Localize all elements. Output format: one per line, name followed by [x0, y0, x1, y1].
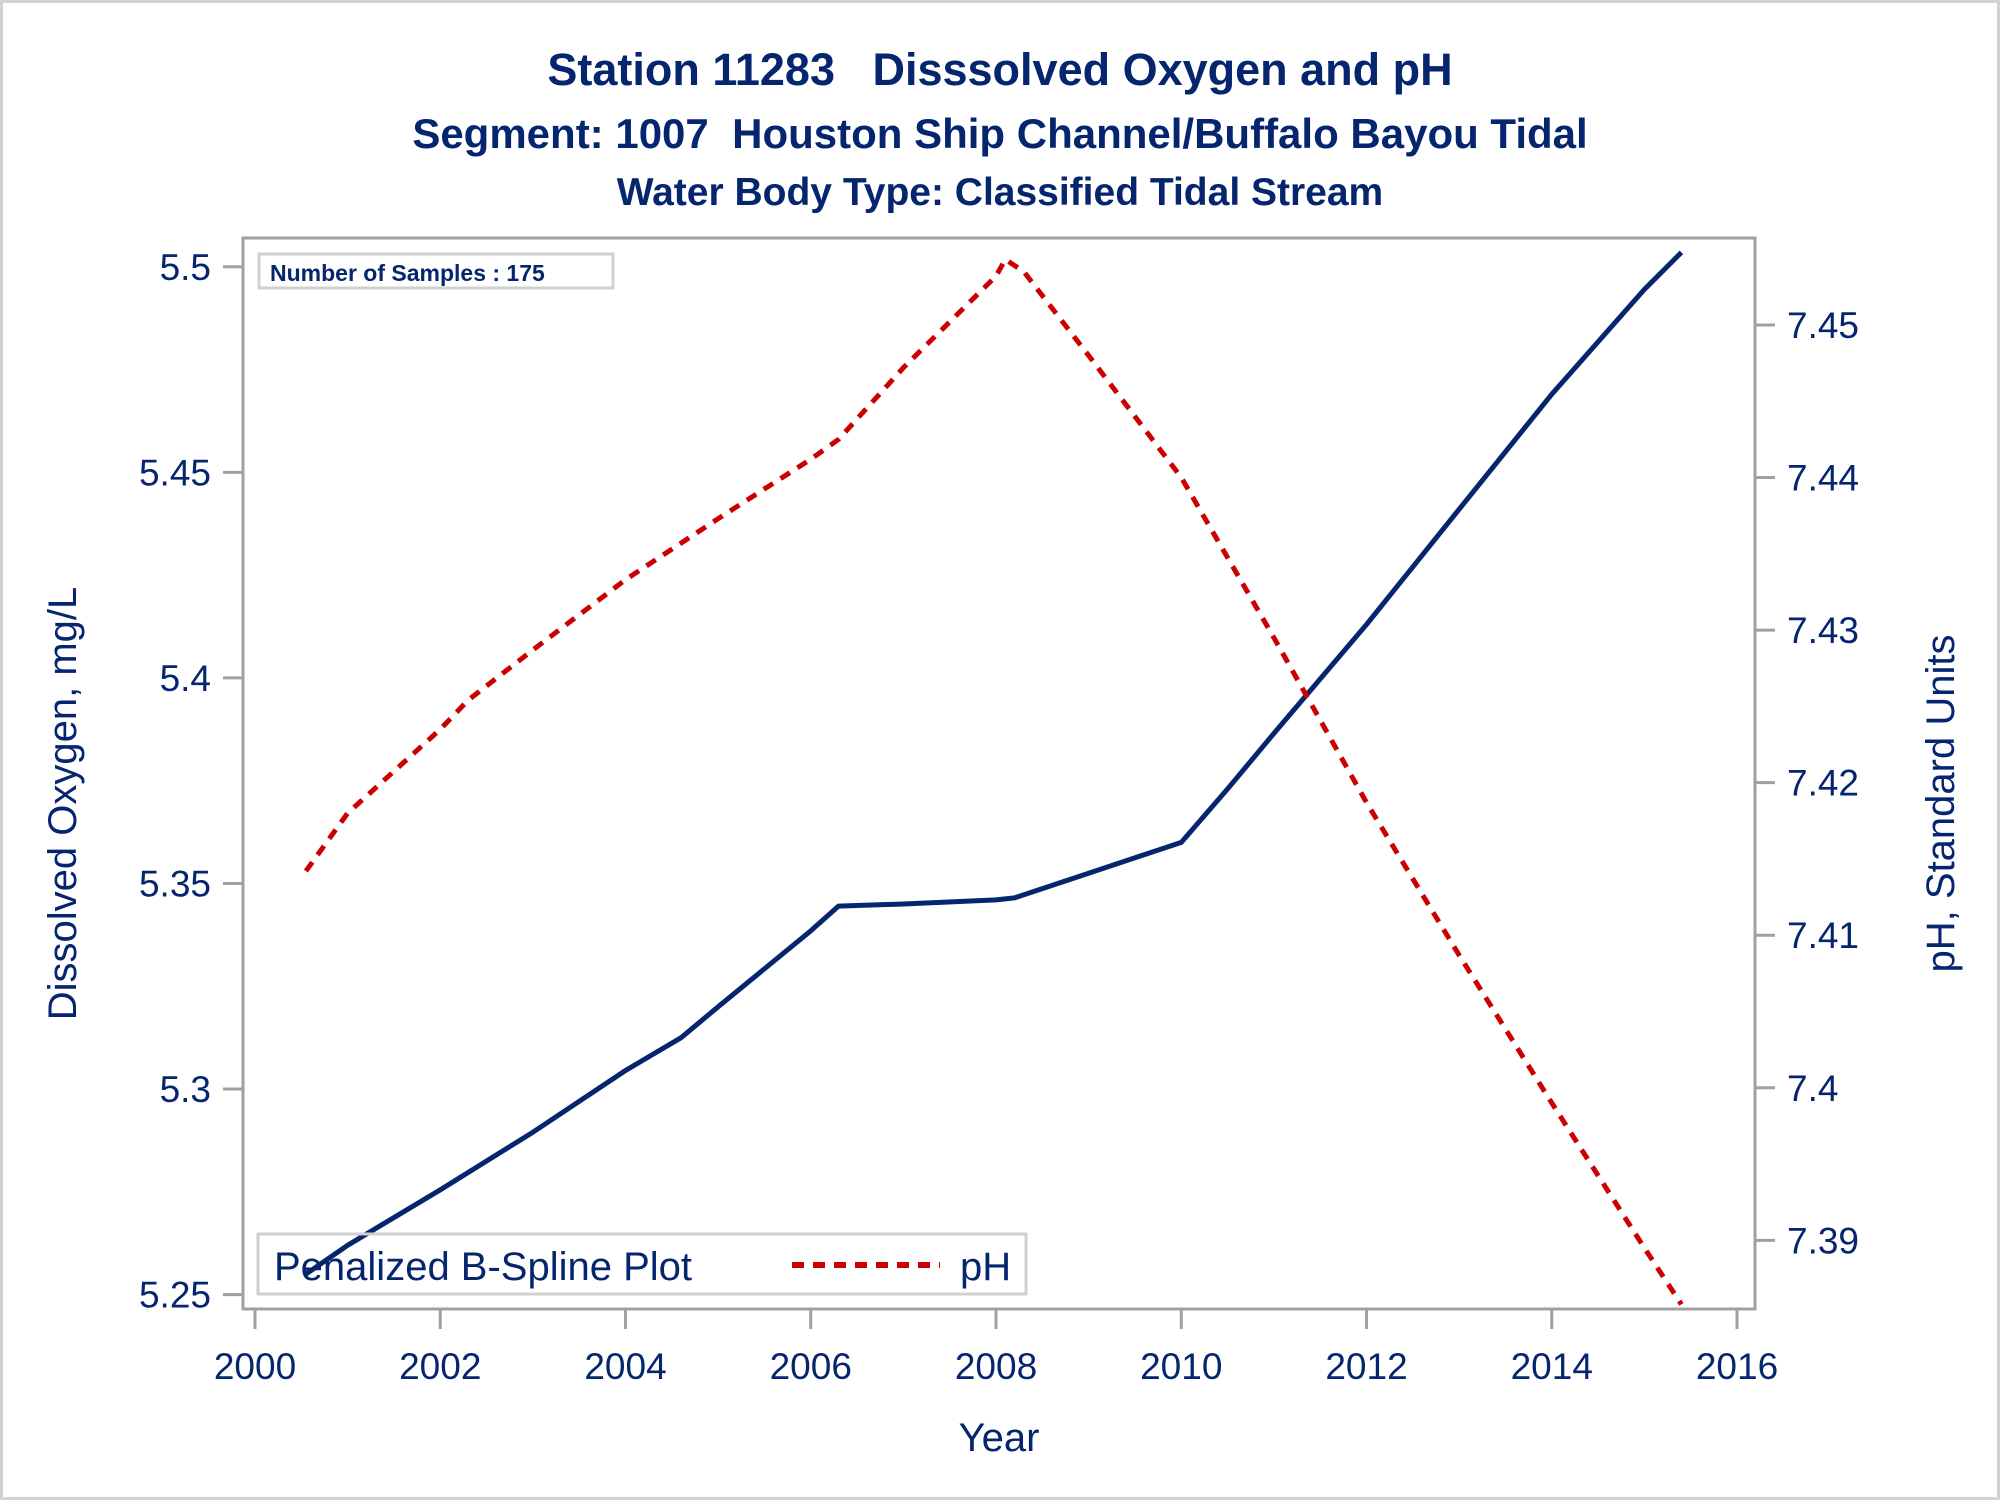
y-left-tick-label: 5.25 [139, 1275, 211, 1316]
y-right-tick-label: 7.45 [1787, 305, 1859, 346]
y-right-tick-label: 7.42 [1787, 763, 1859, 804]
series-line-ph [303, 256, 1684, 1306]
y-right-tick-label: 7.4 [1787, 1068, 1838, 1109]
y-right-tick-label: 7.43 [1787, 610, 1859, 651]
y-right-tick-label: 7.39 [1787, 1220, 1859, 1261]
sample-count-inset: Number of Samples : 175 [257, 252, 615, 290]
legend-box [256, 1232, 1028, 1296]
x-axis: 2000 2002 2004 2006 2008 2010 2012 2014 2016 [214, 1309, 1778, 1387]
plot-area [241, 236, 1757, 1311]
y-axis-right: 7.39 7.4 7.41 7.42 7.43 7.44 7.45 [1755, 305, 1859, 1261]
x-tick-label: 2008 [955, 1346, 1037, 1387]
series-line-dissolved-oxygen [304, 250, 1684, 1277]
y-left-tick-label: 5.35 [139, 863, 211, 904]
x-tick-label: 2000 [214, 1346, 296, 1387]
y-axis-right-label: pH, Standard Units [1919, 635, 1963, 973]
series-layer [303, 250, 1684, 1306]
x-tick-label: 2014 [1511, 1346, 1593, 1387]
y-axis-left-label: Dissolved Oxygen, mg/L [41, 587, 85, 1021]
x-tick-label: 2016 [1696, 1346, 1778, 1387]
plot-frame [241, 236, 1757, 1311]
x-axis-label: Year [959, 1416, 1040, 1460]
y-left-tick-label: 5.3 [160, 1069, 211, 1110]
legend-label-ph: pH [960, 1245, 1011, 1289]
y-axis-left: 5.25 5.3 5.35 5.4 5.45 5.5 [139, 247, 243, 1316]
x-tick-label: 2006 [770, 1346, 852, 1387]
sample-count-text: Number of Samples : 175 [270, 260, 545, 286]
x-tick-label: 2010 [1140, 1346, 1222, 1387]
y-right-tick-label: 7.44 [1787, 458, 1859, 499]
y-left-tick-label: 5.4 [160, 658, 211, 699]
x-tick-label: 2002 [399, 1346, 481, 1387]
y-left-tick-label: 5.5 [160, 247, 211, 288]
y-right-tick-label: 7.41 [1787, 915, 1859, 956]
x-tick-label: 2012 [1325, 1346, 1407, 1387]
chart-title: Station 11283 Disssolved Oxygen and pH [547, 44, 1452, 95]
legend: Penalized B-Spline Plot pH [256, 1232, 1028, 1296]
x-tick-label: 2004 [584, 1346, 666, 1387]
y-left-tick-label: 5.45 [139, 452, 211, 493]
chart-subtitle-2: Water Body Type: Classified Tidal Stream [617, 171, 1383, 214]
chart-subtitle: Segment: 1007 Houston Ship Channel/Buffa… [412, 110, 1587, 157]
legend-title: Penalized B-Spline Plot [274, 1245, 692, 1289]
sample-count-box [257, 252, 615, 290]
